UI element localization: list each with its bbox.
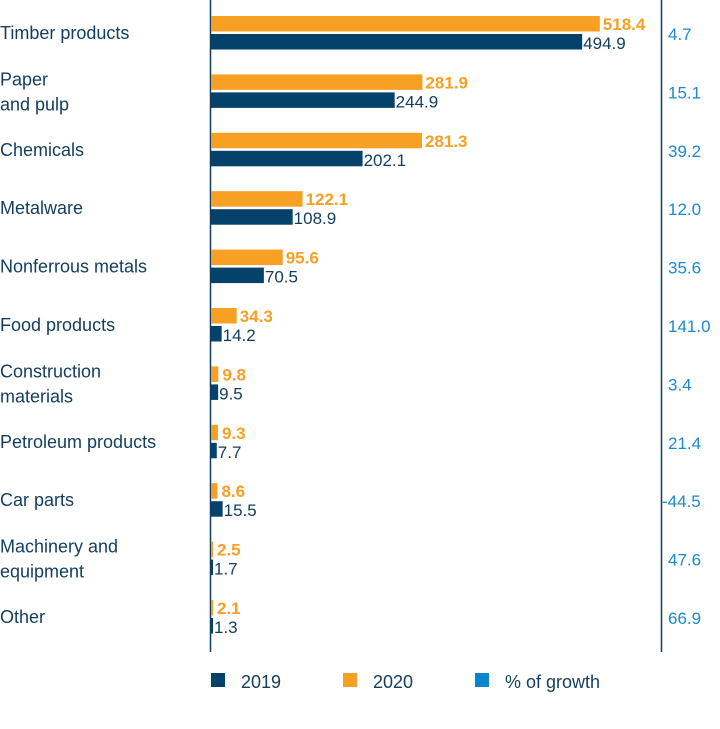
value-label-2020: 518.4 [603,15,646,34]
value-label-2020: 281.3 [425,132,468,151]
growth-value: 3.4 [668,375,692,394]
category-label: Paper and pulp [0,69,69,114]
bar-2020 [211,600,213,616]
value-label-2020: 2.5 [217,541,241,560]
value-label-2019: 1.7 [214,560,238,579]
growth-value: 35.6 [668,259,701,278]
value-label-2020: 9.8 [222,365,246,384]
bar-2020 [211,74,423,90]
growth-value: 47.6 [668,551,701,570]
value-label-2020: 9.3 [222,424,246,443]
bar-2019 [211,267,264,284]
bar-2020 [211,249,283,266]
legend-label: % of growth [505,672,600,692]
category-label-line: Machinery and [0,537,118,557]
category-label-line: Timber products [0,23,129,43]
legend-label: 2019 [241,672,281,692]
bar-2019 [211,34,583,50]
bar-2019 [211,209,293,225]
legend-swatch [343,673,357,687]
value-label-2019: 14.2 [223,326,256,345]
category-label: Other [0,607,45,627]
growth-value: 141.0 [668,317,711,336]
growth-value: -44.5 [662,492,701,511]
category-label: Petroleum products [0,432,156,452]
bar-2020 [211,191,303,207]
bar-2020 [211,541,213,558]
bar-2019 [211,559,213,576]
value-label-2020: 122.1 [306,190,349,209]
growth-value: 66.9 [668,609,701,628]
category-label: Timber products [0,23,129,43]
growth-value: 15.1 [668,83,701,102]
bar-2019 [211,384,219,400]
value-label-2019: 70.5 [265,268,298,287]
value-label-2019: 7.7 [218,443,242,462]
category-label-line: Chemicals [0,140,84,160]
growth-value: 21.4 [668,434,701,453]
bar-2019 [211,326,222,342]
growth-value: 12.0 [668,200,701,219]
bar-2020 [211,308,237,324]
value-label-2019: 202.1 [364,151,407,170]
value-label-2019: 494.9 [583,34,626,53]
category-label-line: materials [0,386,73,406]
bar-2020 [211,132,422,149]
bar-2019 [211,150,363,167]
value-label-2020: 34.3 [240,307,273,326]
growth-value: 39.2 [668,142,701,161]
bar-2020 [211,424,218,441]
category-label-line: Nonferrous metals [0,257,147,277]
bar-2020 [211,483,218,499]
category-label: Chemicals [0,140,84,160]
category-label-line: Paper [0,69,48,89]
bar-2019 [211,618,213,634]
bar-2019 [211,442,217,459]
value-label-2019: 108.9 [294,209,337,228]
legend-swatch [475,673,489,687]
legend-label: 2020 [373,672,413,692]
category-label: Food products [0,315,115,335]
bar-2019 [211,501,223,517]
category-label-line: Food products [0,315,115,335]
value-label-2019: 9.5 [219,384,243,403]
value-label-2020: 95.6 [286,249,319,268]
legend-swatch [211,673,225,687]
category-label-line: and pulp [0,94,69,114]
bar-2020 [211,16,600,32]
value-label-2019: 244.9 [396,92,439,111]
category-label: Nonferrous metals [0,257,147,277]
category-label-line: Petroleum products [0,432,156,452]
category-label-line: Other [0,607,45,627]
category-label-line: Car parts [0,490,74,510]
value-label-2019: 1.3 [214,618,238,637]
value-label-2019: 15.5 [224,501,257,520]
category-label-line: Construction [0,361,101,381]
growth-value: 4.7 [668,25,692,44]
category-label-line: Metalware [0,198,83,218]
value-label-2020: 8.6 [221,482,245,501]
category-label: Metalware [0,198,83,218]
bar-2019 [211,92,395,108]
value-label-2020: 2.1 [217,599,241,618]
value-label-2020: 281.9 [425,73,468,92]
bar-2020 [211,366,219,382]
category-label: Car parts [0,490,74,510]
category-label: Machinery and equipment [0,537,118,582]
legend: 2019 2020 % of growth [211,672,600,692]
category-label-line: equipment [0,562,84,582]
category-label: Construction materials [0,361,101,406]
